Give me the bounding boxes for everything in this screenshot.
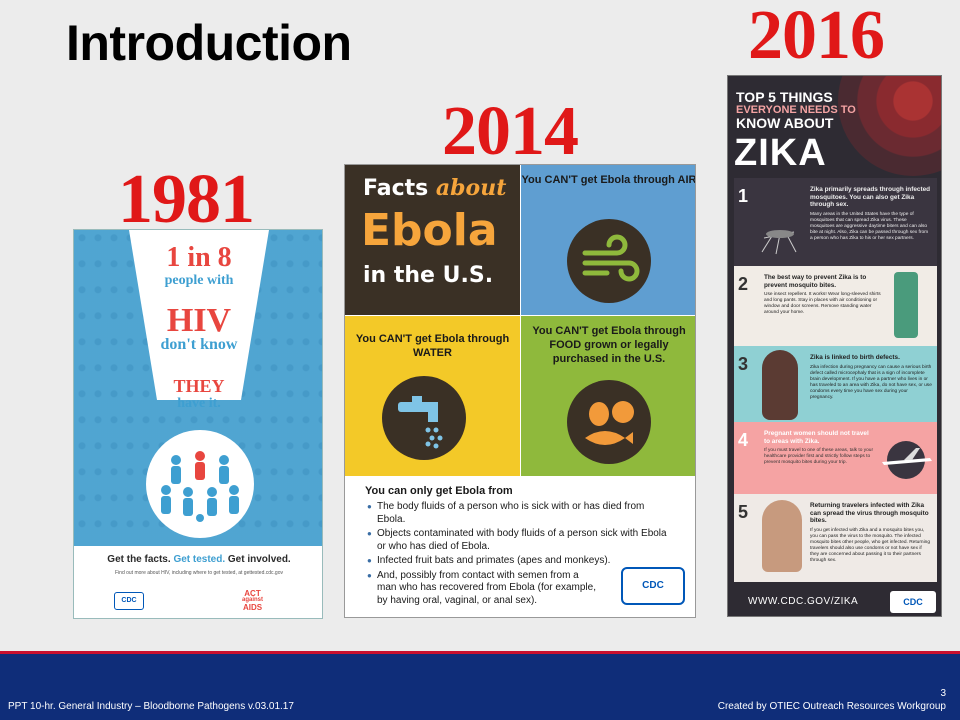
food-panel: You CAN'T get Ebola through FOOD grown o… — [521, 316, 695, 476]
hiv-they: THEY — [173, 376, 225, 396]
act-against-aids-logo: ACT against AIDS — [242, 589, 264, 612]
footer-course-title: PPT 10-hr. General Industry – Bloodborne… — [8, 701, 294, 712]
year-label-2014: 2014 — [442, 93, 579, 170]
zika-item-5: 5 Returning travelers infected with Zika… — [734, 494, 937, 582]
year-label-2016: 2016 — [748, 0, 885, 74]
slide-title: Introduction — [66, 15, 352, 71]
water-panel: You CAN'T get Ebola through WATER — [345, 316, 520, 476]
hiv-footer: Get the facts. Get tested. Get involved.… — [74, 546, 322, 618]
hiv-text: don't know — [160, 336, 238, 353]
zika-url: WWW.CDC.GOV/ZIKA — [748, 596, 859, 607]
ebola-heading: Ebola — [361, 205, 498, 256]
list-item: Infected fruit bats and primates (apes a… — [367, 555, 667, 568]
food-caption: You CAN'T get Ebola through FOOD grown o… — [532, 325, 686, 365]
hiv-text: people with — [164, 273, 234, 288]
pregnant-woman-icon — [762, 350, 798, 420]
hiv-word: HIV — [166, 302, 232, 339]
page-number: 3 — [940, 688, 946, 699]
cta-part: Get the facts. — [107, 554, 171, 565]
ebola-title-panel: Facts about Ebola in the U.S. — [345, 165, 520, 315]
list-item: And, possibly from contact with semen fr… — [367, 570, 597, 608]
hiv-cta: Get the facts. Get tested. Get involved. — [74, 554, 322, 565]
footer-accent-line — [0, 651, 960, 654]
repellent-icon — [894, 272, 918, 338]
zika-item-4: 4 Pregnant women should not travel to ar… — [734, 422, 937, 494]
list-item: Objects contaminated with body fluids of… — [367, 528, 667, 553]
facts-heading: Facts about — [363, 175, 507, 201]
only-heading: You can only get Ebola from — [365, 485, 513, 497]
wind-icon — [567, 219, 651, 303]
mosquito-icon — [761, 230, 797, 255]
hiv-poster: 1 in 8 people with HIV don't know THEY h… — [73, 229, 323, 619]
zika-poster: TOP 5 THINGS EVERYONE NEEDS TO KNOW ABOU… — [727, 75, 942, 617]
ebola-poster: Facts about Ebola in the U.S. You CAN'T … — [344, 164, 696, 618]
zika-top5: TOP 5 THINGS EVERYONE NEEDS TO KNOW ABOU… — [736, 89, 856, 131]
water-caption: You CAN'T get Ebola through WATER — [355, 333, 510, 359]
airplane-icon — [882, 441, 932, 479]
cdc-logo-icon: CDC — [890, 591, 936, 613]
list-item: The body fluids of a person who is sick … — [367, 501, 667, 526]
hiv-text: have it. — [177, 396, 221, 411]
zika-footer: WWW.CDC.GOV/ZIKA CDC — [728, 586, 941, 616]
cdc-logo-icon: CDC — [621, 567, 685, 605]
cdc-logo-icon: CDC — [114, 592, 144, 610]
zika-item-1: 1 Zika primarily spreads through infecte… — [734, 178, 937, 266]
people-group-icon — [146, 430, 254, 538]
food-icon — [567, 380, 651, 464]
zika-item-2: 2 The best way to prevent Zika is to pre… — [734, 266, 937, 346]
transmission-list: The body fluids of a person who is sick … — [367, 501, 695, 609]
cta-part: Get tested. — [173, 554, 226, 565]
zika-header: TOP 5 THINGS EVERYONE NEEDS TO KNOW ABOU… — [728, 76, 941, 181]
us-heading: in the U.S. — [363, 263, 494, 288]
year-label-1981: 1981 — [118, 161, 255, 238]
arm-icon — [762, 500, 802, 572]
hiv-stat: 1 in 8 — [166, 242, 232, 273]
footer-band: PPT 10-hr. General Industry – Bloodborne… — [0, 651, 960, 720]
zika-heading: ZIKA — [734, 132, 827, 174]
faucet-icon — [382, 376, 466, 460]
air-caption: You CAN'T get Ebola through AIR — [521, 174, 696, 186]
air-panel: You CAN'T get Ebola through AIR — [521, 165, 696, 315]
footer-credit: Created by OTIEC Outreach Resources Work… — [717, 701, 946, 712]
hiv-more-info: Find out more about HIV, including where… — [115, 570, 283, 576]
cta-part: Get involved. — [227, 554, 291, 565]
zika-item-3: 3 Zika is linked to birth defects. Zika i… — [734, 346, 937, 422]
